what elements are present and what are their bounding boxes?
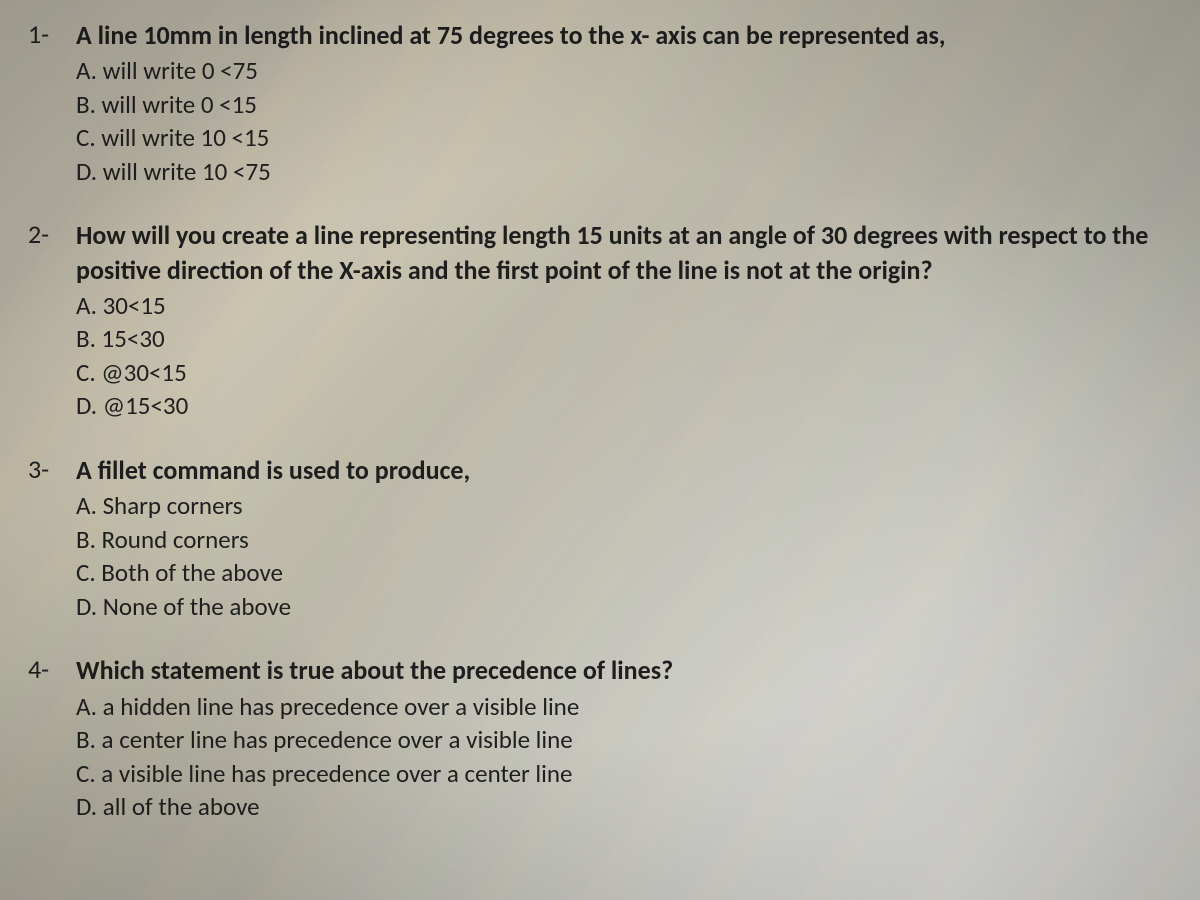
answer-option: D. all of the above (76, 790, 1172, 824)
question-body: A fillet command is used to produce, A. … (76, 453, 1172, 623)
answer-option: B. will write 0 <15 (76, 88, 1172, 122)
answer-option: C. Both of the above (76, 556, 1172, 590)
answer-option: A. Sharp corners (76, 489, 1172, 523)
question-prompt: A line 10mm in length inclined at 75 deg… (76, 18, 1172, 52)
question-prompt: Which statement is true about the preced… (76, 653, 1172, 687)
answer-option: B. Round corners (76, 523, 1172, 557)
answer-option: B. a center line has precedence over a v… (76, 723, 1172, 757)
answer-option: A. will write 0 <75 (76, 54, 1172, 88)
question-block: 2- How will you create a line representi… (28, 218, 1172, 423)
answer-option: C. @30<15 (76, 356, 1172, 390)
answer-option: C. a visible line has precedence over a … (76, 757, 1172, 791)
answer-option: A. a hidden line has precedence over a v… (76, 690, 1172, 724)
question-block: 4- Which statement is true about the pre… (28, 653, 1172, 823)
answer-option: D. None of the above (76, 590, 1172, 624)
answer-options: A. a hidden line has precedence over a v… (76, 690, 1172, 824)
answer-options: A. 30<15 B. 15<30 C. @30<15 D. @15<30 (76, 289, 1172, 423)
question-body: A line 10mm in length inclined at 75 deg… (76, 18, 1172, 188)
question-body: How will you create a line representing … (76, 218, 1172, 423)
question-number: 1- (28, 18, 76, 52)
question-number: 3- (28, 453, 76, 487)
question-body: Which statement is true about the preced… (76, 653, 1172, 823)
answer-option: D. @15<30 (76, 389, 1172, 423)
answer-options: A. Sharp corners B. Round corners C. Bot… (76, 489, 1172, 623)
question-block: 1- A line 10mm in length inclined at 75 … (28, 18, 1172, 188)
question-number: 4- (28, 653, 76, 687)
answer-option: C. will write 10 <15 (76, 121, 1172, 155)
answer-option: B. 15<30 (76, 322, 1172, 356)
answer-option: D. will write 10 <75 (76, 155, 1172, 189)
quiz-document: 1- A line 10mm in length inclined at 75 … (0, 0, 1200, 852)
question-block: 3- A fillet command is used to produce, … (28, 453, 1172, 623)
question-prompt: How will you create a line representing … (76, 218, 1172, 287)
answer-options: A. will write 0 <75 B. will write 0 <15 … (76, 54, 1172, 188)
question-number: 2- (28, 218, 76, 252)
answer-option: A. 30<15 (76, 289, 1172, 323)
question-prompt: A fillet command is used to produce, (76, 453, 1172, 487)
